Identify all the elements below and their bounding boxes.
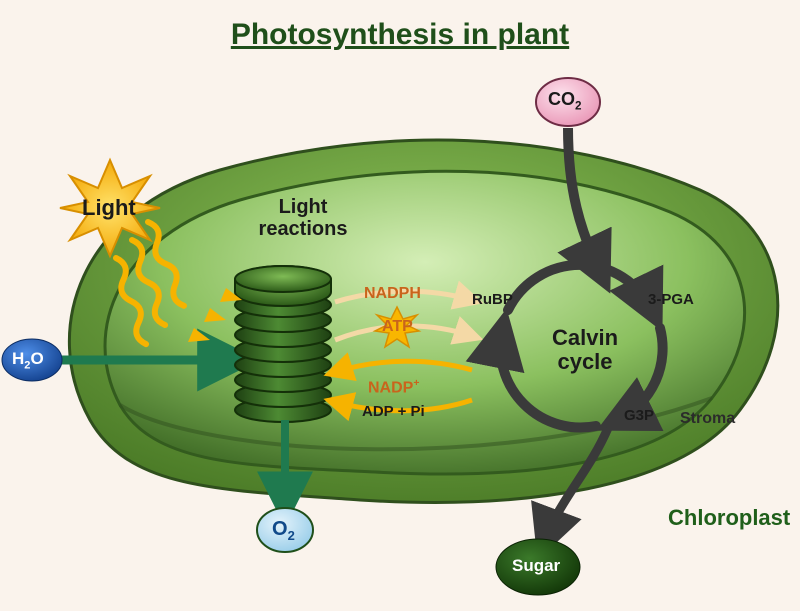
atp-label: ATP [382,318,413,336]
calvin-title: Calvin cycle [540,326,630,374]
chloroplast-inner [105,171,745,474]
rubp-label: RuBP [472,292,513,309]
light-label: Light [82,196,136,220]
adp-label: ADP + Pi [362,404,425,421]
nadph-label: NADPH [364,285,421,303]
pga-label: 3-PGA [648,292,694,309]
nadp-label: NADP+ [368,378,419,397]
diagram-stage: Photosynthesis in plant Light Light reac… [0,0,800,611]
g3p-label: G3P [624,408,654,425]
h2o-label: H2O [12,350,44,372]
chloroplast-label: Chloroplast [668,506,790,530]
page-title: Photosynthesis in plant [0,18,800,51]
light-reactions-line2: reactions [259,218,348,240]
sugar-label: Sugar [512,557,560,576]
o2-label: O2 [272,518,295,543]
stroma-label: Stroma [680,410,735,428]
light-reactions-label: Light reactions [248,196,358,240]
co2-label: CO2 [548,90,582,113]
light-reactions-line1: Light [279,196,328,218]
thylakoid-stack [235,266,331,422]
